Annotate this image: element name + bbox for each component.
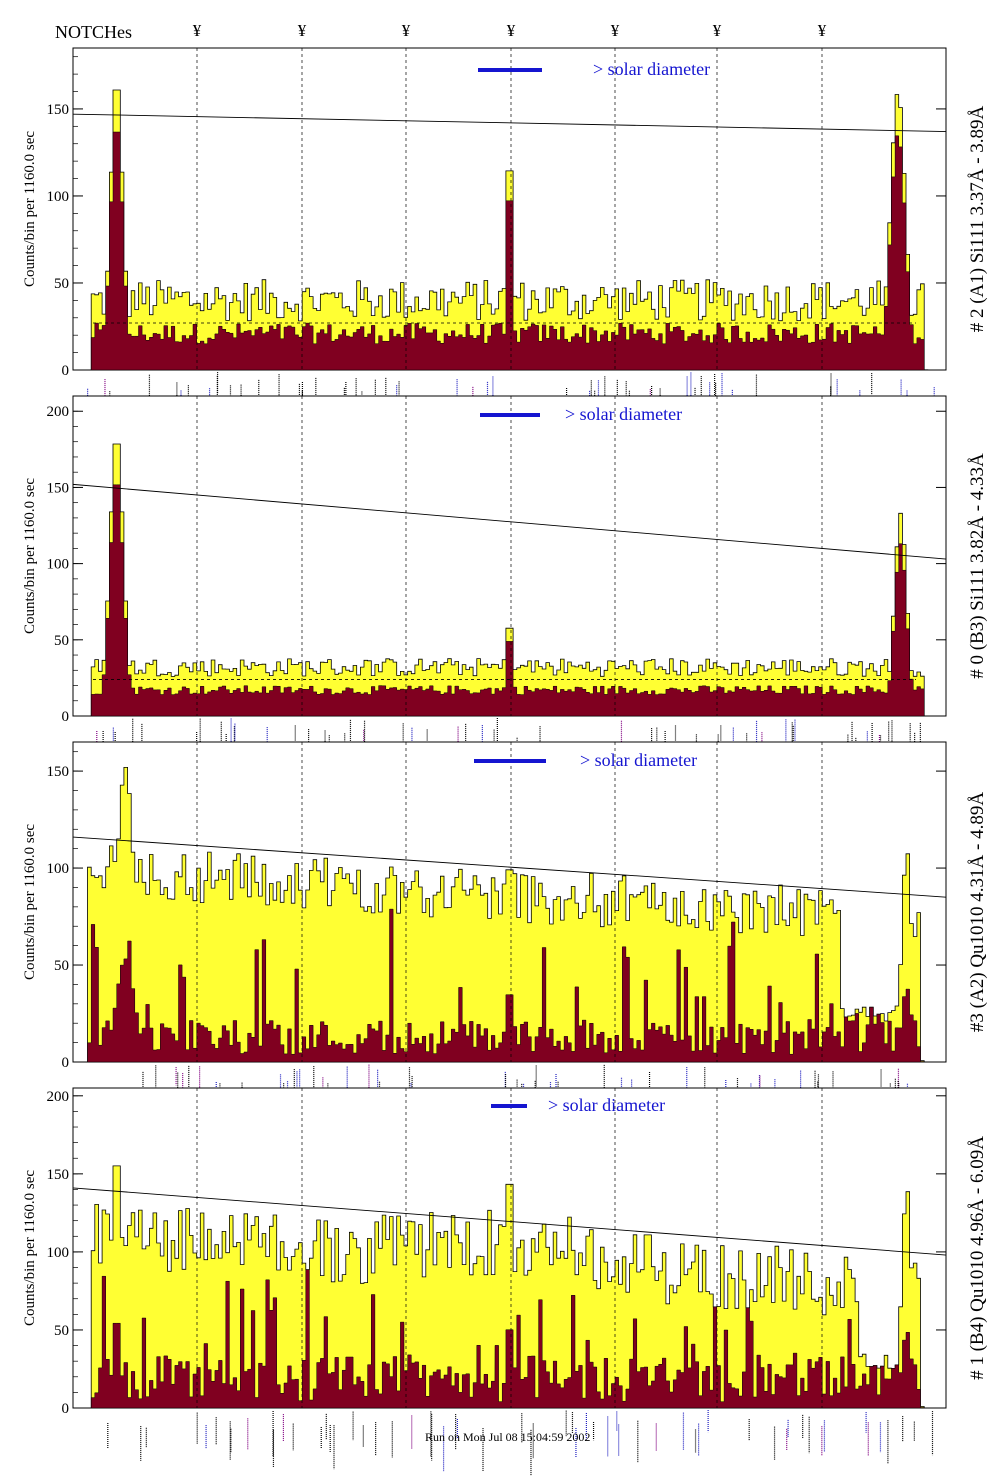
panel-B4: 0 50 100 150 200 Counts/bin per 1160.0 sec # 1… — [22, 1087, 988, 1476]
y-axis-label: Counts/bin per 1160.0 sec — [22, 824, 38, 980]
y-tick-label: 50 — [54, 276, 69, 292]
solar-diameter-label: > solar diameter — [580, 750, 697, 770]
y-tick-label: 150 — [47, 102, 70, 118]
y-tick-label: 0 — [62, 709, 70, 725]
run-footer: Run on Mon Jul 08 15:04:59 2002 — [425, 1430, 590, 1444]
notch-symbol: ¥ — [611, 21, 620, 40]
subtracted-counts-histogram — [73, 484, 946, 717]
subtracted-counts-histogram — [73, 908, 946, 1063]
notches-label: NOTCHes — [55, 22, 132, 42]
y-tick-label: 150 — [47, 764, 70, 780]
panel-B3: 0 50 100 150 200 Counts/bin per 1160.0 sec # 0… — [22, 395, 988, 783]
y-axis-label: Counts/bin per 1160.0 sec — [22, 478, 38, 634]
panel-title: # 2 (A1) Si111 3.37Å - 3.89Å — [967, 105, 988, 332]
solar-diameter-label: > solar diameter — [593, 59, 710, 79]
y-tick-label: 0 — [62, 363, 70, 379]
y-tick-label: 100 — [47, 861, 70, 877]
y-tick-label: 100 — [47, 189, 70, 205]
trend-line — [72, 483, 947, 560]
y-tick-label: 200 — [47, 404, 70, 420]
notch-symbol: ¥ — [402, 21, 411, 40]
y-tick-label: 50 — [54, 958, 69, 974]
trend-line — [72, 836, 947, 898]
trend-line — [72, 1187, 947, 1256]
y-tick-label: 100 — [47, 1245, 70, 1261]
y-tick-label: 150 — [47, 480, 70, 496]
subtracted-counts-histogram — [73, 1269, 946, 1409]
notch-symbol: ¥ — [507, 21, 516, 40]
panels: 0 50 100 150 Counts/bin per 1160.0 sec # 2 (A… — [22, 47, 988, 1476]
panel-title: # 0 (B3) Si111 3.82Å - 4.33Å — [967, 453, 988, 679]
notch-symbol: ¥ — [818, 21, 827, 40]
notch-symbol: ¥ — [298, 21, 307, 40]
solar-diameter-label: > solar diameter — [565, 404, 682, 424]
y-axis-label: Counts/bin per 1160.0 sec — [22, 1170, 38, 1326]
y-tick-label: 0 — [62, 1401, 70, 1417]
notch-symbol: ¥ — [713, 21, 722, 40]
subtracted-counts-histogram — [73, 131, 946, 371]
y-tick-label: 200 — [47, 1089, 70, 1105]
panel-A1: 0 50 100 150 Counts/bin per 1160.0 sec # 2 (A… — [22, 47, 988, 438]
notch-symbol: ¥ — [193, 21, 202, 40]
y-tick-label: 50 — [54, 1323, 69, 1339]
y-tick-label: 150 — [47, 1167, 70, 1183]
trend-line — [72, 113, 947, 132]
y-tick-label: 50 — [54, 633, 69, 649]
notch-markers: ¥ ¥ ¥ ¥ ¥ ¥ ¥ — [193, 21, 827, 40]
y-tick-label: 100 — [47, 557, 70, 573]
solar-diameter-label: > solar diameter — [548, 1095, 665, 1115]
panel-title: #3 (A2) Qu1010 4.31Å - 4.89Å — [967, 792, 988, 1032]
y-axis-label: Counts/bin per 1160.0 sec — [22, 131, 38, 287]
y-tick-label: 0 — [62, 1055, 70, 1071]
panel-A2: 0 50 100 150 Counts/bin per 1160.0 sec #3 (A2… — [22, 741, 988, 1129]
line-annotations — [107, 1410, 934, 1476]
panel-title: # 1 (B4) Qu1010 4.96Å - 6.09Å — [967, 1136, 988, 1380]
